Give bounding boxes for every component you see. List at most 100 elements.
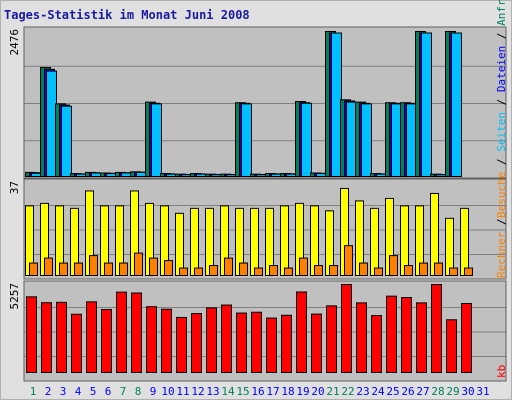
bar-besuche-day-29 bbox=[445, 217, 454, 276]
bar-kb-day-16 bbox=[251, 311, 262, 373]
bar-rechner-day-22 bbox=[344, 245, 353, 276]
bar-kb-day-19 bbox=[296, 291, 307, 374]
bar-rechner-day-27 bbox=[419, 262, 428, 276]
bar-kb-day-11 bbox=[176, 316, 187, 373]
bar-kb-day-23 bbox=[356, 302, 367, 373]
bar-besuche-day-24 bbox=[370, 207, 379, 276]
bar-rechner-day-16 bbox=[254, 267, 263, 276]
bar-kb-day-6 bbox=[101, 309, 112, 374]
day-label: 11 bbox=[176, 385, 189, 398]
day-label: 20 bbox=[311, 385, 324, 398]
bar-rechner-day-11 bbox=[179, 267, 188, 276]
bar-kb-day-8 bbox=[131, 292, 142, 373]
bar-kb-day-7 bbox=[116, 291, 127, 373]
bar-kb-day-24 bbox=[371, 315, 382, 374]
bar-rechner-day-4 bbox=[74, 262, 83, 276]
panel-top-border bbox=[23, 26, 507, 179]
bar-rechner-day-25 bbox=[389, 255, 398, 276]
bar-rechner-day-9 bbox=[149, 257, 158, 277]
bar-rechner-day-13 bbox=[209, 265, 218, 276]
day-label: 13 bbox=[206, 385, 219, 398]
bar-rechner-day-18 bbox=[284, 267, 293, 276]
bar-seiten-day-9 bbox=[151, 103, 162, 177]
bar-rechner-day-19 bbox=[299, 257, 308, 277]
legend-top-series: Besuche / Seiten / Dateien / Anfragen bbox=[495, 0, 508, 218]
day-label: 22 bbox=[341, 385, 354, 398]
day-label: 24 bbox=[371, 385, 385, 398]
bar-kb-day-22 bbox=[341, 284, 352, 373]
bar-besuche-day-18 bbox=[280, 205, 289, 276]
bar-rechner-day-6 bbox=[104, 262, 113, 276]
bar-rechner-day-17 bbox=[269, 265, 278, 276]
bar-besuche-day-30 bbox=[460, 207, 469, 276]
day-label: 27 bbox=[416, 385, 429, 398]
bar-kb-day-9 bbox=[146, 306, 157, 374]
bar-rechner-day-26 bbox=[404, 265, 413, 276]
bar-rechner-day-7 bbox=[119, 262, 128, 276]
bar-rechner-day-15 bbox=[239, 262, 248, 276]
legend-kb: kb bbox=[495, 365, 508, 378]
bar-kb-day-29 bbox=[446, 319, 457, 373]
day-label: 7 bbox=[120, 385, 127, 398]
bar-kb-day-14 bbox=[221, 304, 232, 373]
bar-rechner-day-3 bbox=[59, 262, 68, 276]
y-axis-max-label-middle: 37 bbox=[8, 181, 21, 194]
bar-rechner-day-10 bbox=[164, 260, 173, 277]
bar-kb-day-5 bbox=[86, 301, 97, 373]
day-label: 8 bbox=[135, 385, 142, 398]
day-label: 28 bbox=[431, 385, 444, 398]
day-label: 19 bbox=[296, 385, 309, 398]
bar-besuche-day-11 bbox=[175, 212, 184, 277]
bar-kb-day-28 bbox=[431, 284, 442, 373]
bar-besuche-day-12 bbox=[190, 207, 199, 276]
bar-seiten-day-19 bbox=[301, 102, 312, 177]
bar-rechner-day-14 bbox=[224, 257, 233, 277]
day-label: 29 bbox=[446, 385, 459, 398]
bar-kb-day-25 bbox=[386, 295, 397, 373]
bar-kb-day-4 bbox=[71, 313, 82, 374]
bar-kb-day-17 bbox=[266, 317, 277, 373]
bar-seiten-day-27 bbox=[421, 32, 432, 178]
day-label: 5 bbox=[90, 385, 97, 398]
day-label: 15 bbox=[236, 385, 249, 398]
day-label: 17 bbox=[266, 385, 279, 398]
bar-kb-day-2 bbox=[41, 302, 52, 373]
day-label: 4 bbox=[75, 385, 82, 398]
day-label: 9 bbox=[150, 385, 157, 398]
day-label: 25 bbox=[386, 385, 399, 398]
bar-kb-day-20 bbox=[311, 313, 322, 374]
legend-middle-series: Rechner / bbox=[495, 218, 508, 278]
bar-kb-day-15 bbox=[236, 312, 247, 373]
bar-kb-day-30 bbox=[461, 303, 472, 373]
bar-seiten-day-23 bbox=[361, 103, 372, 177]
bar-rechner-day-21 bbox=[329, 265, 338, 276]
bar-kb-day-27 bbox=[416, 302, 427, 373]
panel-bottom-border bbox=[23, 280, 507, 382]
bar-rechner-day-24 bbox=[374, 267, 383, 276]
y-axis-max-label-top: 2476 bbox=[8, 29, 21, 56]
day-label: 16 bbox=[251, 385, 264, 398]
panel-middle-border bbox=[23, 178, 507, 280]
day-label: 6 bbox=[105, 385, 112, 398]
bar-besuche-day-16 bbox=[250, 207, 259, 276]
bar-seiten-day-15 bbox=[241, 103, 252, 177]
bar-rechner-day-30 bbox=[464, 267, 473, 276]
day-label: 23 bbox=[356, 385, 369, 398]
day-label: 2 bbox=[45, 385, 52, 398]
bar-rechner-day-2 bbox=[44, 257, 53, 277]
bar-kb-day-3 bbox=[56, 301, 67, 374]
bar-rechner-day-28 bbox=[434, 262, 443, 276]
day-label: 18 bbox=[281, 385, 294, 398]
day-label: 10 bbox=[161, 385, 174, 398]
bar-rechner-day-5 bbox=[89, 255, 98, 276]
chart-title: Tages-Statistik im Monat Juni 2008 bbox=[4, 8, 250, 22]
bar-rechner-day-23 bbox=[359, 262, 368, 276]
bar-kb-day-1 bbox=[26, 296, 37, 373]
day-label: 1 bbox=[30, 385, 37, 398]
day-label: 12 bbox=[191, 385, 204, 398]
day-label: 30 bbox=[461, 385, 474, 398]
bar-rechner-day-29 bbox=[449, 267, 458, 276]
day-label: 14 bbox=[221, 385, 235, 398]
bar-rechner-day-20 bbox=[314, 265, 323, 276]
